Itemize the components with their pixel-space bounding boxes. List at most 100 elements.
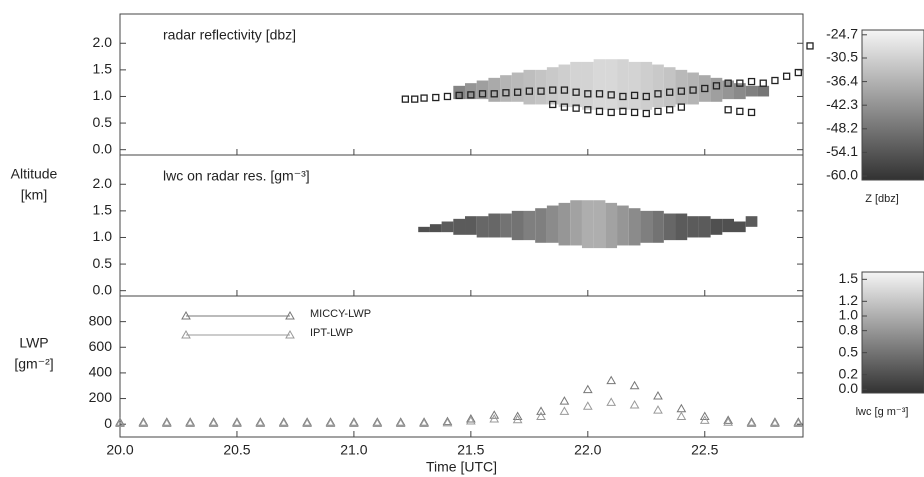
point-marker bbox=[502, 89, 510, 97]
lwp-marker bbox=[115, 418, 125, 428]
field-cell bbox=[570, 61, 582, 108]
field-cell bbox=[733, 221, 746, 233]
x-tick-label: 22.0 bbox=[574, 442, 601, 458]
legend-label: MICCY-LWP bbox=[310, 308, 371, 320]
field-cell bbox=[418, 226, 430, 233]
point-marker bbox=[724, 106, 732, 114]
point-marker bbox=[619, 107, 627, 116]
legend-marker bbox=[285, 310, 295, 320]
x-tick-label: 20.0 bbox=[106, 442, 133, 458]
field-cell bbox=[511, 210, 524, 241]
legend-marker bbox=[181, 329, 191, 339]
field-cell bbox=[488, 213, 501, 238]
field-cell bbox=[710, 218, 723, 235]
point-marker bbox=[642, 109, 650, 118]
point-marker bbox=[701, 84, 709, 93]
lwp-marker bbox=[255, 417, 266, 426]
point-marker bbox=[607, 91, 615, 99]
point-marker bbox=[654, 90, 662, 98]
field-cell bbox=[581, 200, 594, 249]
field-cell bbox=[429, 224, 442, 233]
lwp-marker bbox=[442, 416, 453, 426]
lwp-marker bbox=[161, 417, 172, 426]
y-tick-label: 1.0 bbox=[93, 228, 113, 244]
field-cell bbox=[745, 216, 758, 227]
lwp-marker bbox=[161, 418, 172, 428]
lwp-marker bbox=[653, 405, 663, 414]
colorbar-tick-label: 1.0 bbox=[839, 307, 859, 323]
field-cell bbox=[488, 77, 501, 102]
point-marker bbox=[712, 82, 721, 90]
colorbar-tick-label: -42.3 bbox=[826, 96, 858, 112]
y-tick-label: 600 bbox=[89, 338, 113, 354]
lwp-marker bbox=[278, 418, 289, 428]
point-marker bbox=[432, 93, 440, 102]
point-marker bbox=[595, 107, 604, 116]
panel-label: radar reflectivity [dbz] bbox=[163, 27, 296, 43]
lwp-marker bbox=[746, 417, 757, 426]
lwp-marker bbox=[770, 417, 780, 426]
y-tick-label: 0.0 bbox=[93, 281, 113, 297]
field-cell bbox=[535, 208, 547, 243]
lwp-marker bbox=[349, 417, 359, 426]
colorbar-tick-label: -48.2 bbox=[826, 120, 858, 136]
point-marker bbox=[782, 72, 791, 80]
panel-frame bbox=[119, 295, 804, 438]
point-marker bbox=[572, 104, 580, 112]
point-marker bbox=[619, 92, 627, 101]
lwp-marker bbox=[442, 417, 453, 427]
x-tick-label: 21.5 bbox=[457, 442, 484, 458]
field-cell bbox=[722, 218, 734, 233]
lwp-marker bbox=[723, 417, 734, 426]
point-marker bbox=[549, 100, 557, 109]
colorbar-label: lwc [g m⁻³] bbox=[856, 406, 909, 418]
field-cell bbox=[523, 210, 536, 241]
colorbar-label: Z [dbz] bbox=[865, 193, 899, 205]
field-cell bbox=[733, 83, 746, 100]
colorbar-tick-label: -24.7 bbox=[826, 26, 858, 42]
lwp-marker bbox=[325, 417, 336, 426]
point-marker bbox=[455, 91, 463, 100]
lwp-marker bbox=[676, 403, 687, 413]
lwp-marker bbox=[723, 415, 734, 424]
point-marker bbox=[736, 79, 744, 87]
colorbar-tick-label: 0.8 bbox=[839, 321, 859, 337]
field-cell bbox=[722, 80, 734, 100]
field-cell bbox=[675, 213, 688, 241]
point-marker bbox=[467, 91, 475, 99]
field-cell bbox=[500, 213, 512, 238]
field-cell bbox=[652, 210, 664, 243]
colorbar-tick-label: -30.5 bbox=[826, 49, 858, 65]
colorbar-tick-label: 1.5 bbox=[839, 270, 859, 286]
colorbar-tick-label: 1.2 bbox=[839, 292, 859, 308]
point-marker bbox=[572, 88, 580, 96]
lwp-marker bbox=[582, 401, 593, 410]
point-marker bbox=[630, 108, 639, 117]
field-cell bbox=[511, 72, 524, 102]
field-cell bbox=[640, 210, 653, 243]
point-marker bbox=[642, 92, 650, 101]
point-marker bbox=[794, 68, 802, 77]
lwp-marker bbox=[208, 417, 219, 426]
lwp-marker bbox=[606, 375, 617, 385]
lwp-marker bbox=[536, 406, 546, 415]
lwp-marker bbox=[559, 396, 570, 405]
field-cell bbox=[687, 216, 699, 238]
lwp-marker bbox=[138, 418, 149, 428]
field-cell bbox=[745, 85, 758, 97]
lwp-marker bbox=[512, 414, 523, 424]
point-marker bbox=[666, 88, 674, 96]
lwp-marker bbox=[793, 418, 804, 428]
x-tick-label: 21.0 bbox=[340, 442, 367, 458]
colorbar-tick-label: 0.0 bbox=[839, 380, 859, 396]
y-tick-label: 0.5 bbox=[93, 255, 113, 271]
point-marker bbox=[771, 76, 779, 85]
point-marker bbox=[689, 86, 697, 94]
point-marker bbox=[666, 106, 674, 114]
point-marker bbox=[560, 86, 569, 94]
field-cell bbox=[663, 67, 676, 108]
field-cell bbox=[465, 216, 477, 235]
lwp-marker bbox=[419, 418, 429, 428]
point-marker bbox=[420, 94, 428, 102]
point-marker bbox=[677, 87, 686, 95]
